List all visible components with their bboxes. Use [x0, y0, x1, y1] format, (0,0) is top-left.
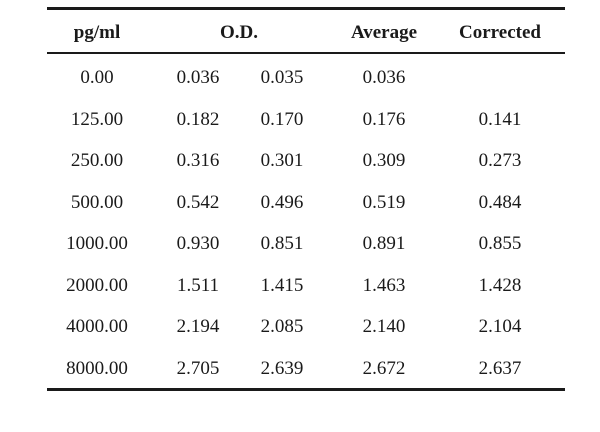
cell-pg-ml: 8000.00	[66, 357, 128, 379]
cell-average: 0.176	[362, 108, 406, 130]
cell-od-1: 2.194	[176, 316, 220, 337]
cell-average: 0.519	[362, 191, 406, 213]
cell-average: 2.672	[362, 357, 406, 379]
cell-pg-ml: 2000.00	[66, 274, 128, 296]
table-row: 8000.00 2.705 2.639 2.672 2.637	[47, 357, 565, 399]
cell-od-1: 0.316	[176, 150, 220, 171]
cell-pg-ml: 250.00	[70, 150, 124, 171]
cell-od-2: 2.639	[260, 357, 304, 379]
cell-pg-ml: 4000.00	[66, 316, 128, 337]
cell-corrected: 0.855	[478, 233, 522, 254]
table-row: 1000.00 0.930 0.851 0.891 0.855	[47, 232, 565, 274]
cell-corrected: 2.104	[478, 316, 522, 337]
header-average: Average	[350, 22, 418, 43]
table-header-rule	[47, 52, 565, 54]
table-row: 0.00 0.036 0.035 0.036	[47, 66, 565, 108]
cell-od-2: 0.851	[260, 233, 304, 254]
cell-corrected: 2.637	[478, 357, 522, 379]
cell-pg-ml: 500.00	[70, 191, 124, 213]
cell-od-2: 0.301	[260, 150, 304, 171]
cell-od-1: 0.542	[176, 191, 220, 213]
cell-average: 2.140	[362, 316, 406, 337]
table-row: 500.00 0.542 0.496 0.519 0.484	[47, 191, 565, 233]
cell-od-1: 0.182	[176, 108, 220, 130]
cell-od-2: 2.085	[260, 316, 304, 337]
table-bottom-rule	[47, 388, 565, 391]
cell-pg-ml: 1000.00	[66, 233, 128, 254]
cell-average: 0.036	[362, 67, 406, 88]
cell-pg-ml: 0.00	[80, 67, 114, 88]
cell-od-2: 1.415	[260, 274, 304, 296]
cell-average: 1.463	[362, 274, 406, 296]
cell-corrected: 1.428	[478, 274, 522, 296]
header-corrected: Corrected	[459, 22, 541, 43]
table-header-row: pg/ml O.D. Average Corrected	[47, 22, 565, 46]
cell-od-1: 2.705	[176, 357, 220, 379]
cell-corrected: 0.484	[478, 191, 522, 213]
cell-od-2: 0.496	[260, 191, 304, 213]
cell-od-2: 0.170	[260, 108, 304, 130]
header-pg-ml: pg/ml	[73, 22, 121, 43]
cell-od-1: 1.511	[176, 274, 220, 296]
table-row: 250.00 0.316 0.301 0.309 0.273	[47, 149, 565, 191]
table-row: 2000.00 1.511 1.415 1.463 1.428	[47, 274, 565, 316]
cell-average: 0.309	[362, 150, 406, 171]
table-top-rule	[47, 7, 565, 10]
table-row: 125.00 0.182 0.170 0.176 0.141	[47, 108, 565, 150]
cell-od-1: 0.036	[176, 67, 220, 88]
cell-od-2: 0.035	[260, 67, 304, 88]
header-od: O.D.	[220, 22, 258, 43]
table-row: 4000.00 2.194 2.085 2.140 2.104	[47, 315, 565, 357]
table-body: 0.00 0.036 0.035 0.036 125.00 0.182 0.17…	[47, 66, 565, 398]
cell-corrected: 0.273	[478, 150, 522, 171]
cell-od-1: 0.930	[176, 233, 220, 254]
cell-corrected: 0.141	[478, 108, 522, 130]
cell-pg-ml: 125.00	[70, 108, 124, 130]
cell-average: 0.891	[362, 233, 406, 254]
